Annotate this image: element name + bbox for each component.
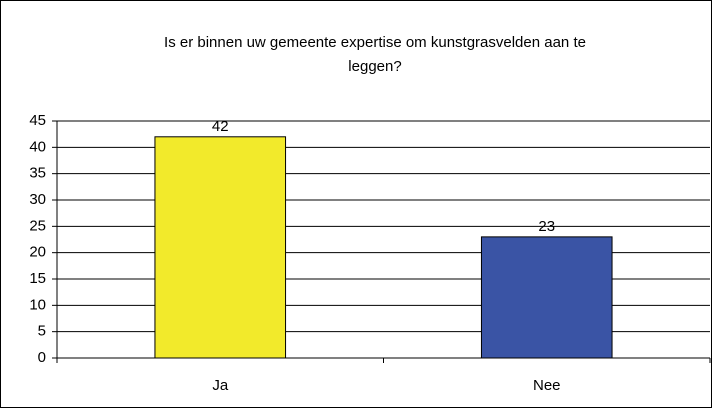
y-tick-label: 45 [29,112,46,129]
bar [154,136,287,359]
chart-title-line: Is er binnen uw gemeente expertise om ku… [164,34,586,51]
data-label: 42 [212,118,229,135]
chart-title-line: leggen? [348,58,401,75]
y-tick-label: 20 [29,244,46,261]
y-tick-label: 40 [29,138,46,155]
y-tick-label: 5 [38,323,46,340]
x-tick-label: Ja [212,377,229,394]
x-tick-label: Nee [533,377,561,394]
y-tick-label: 25 [29,217,46,234]
bar [480,236,613,359]
y-tick-label: 15 [29,270,46,287]
chart-title: Is er binnen uw gemeente expertise om ku… [164,34,586,75]
y-tick-label: 10 [29,296,46,313]
data-label: 23 [538,218,555,235]
y-tick-label: 35 [29,165,46,182]
y-tick-label: 30 [29,191,46,208]
y-tick-label: 0 [38,349,46,366]
